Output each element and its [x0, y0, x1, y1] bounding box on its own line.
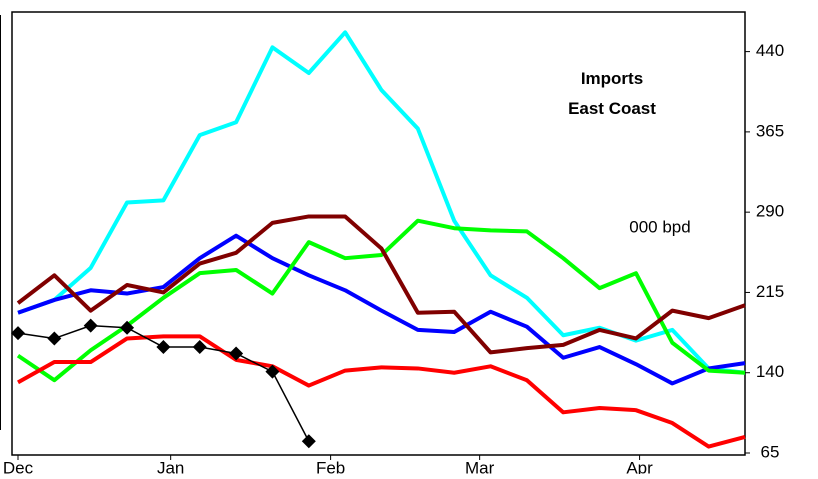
y-tick-label: 290 — [756, 202, 784, 221]
x-tick-label: Feb — [316, 458, 345, 474]
marker — [120, 320, 135, 335]
marker — [11, 326, 25, 341]
y-tick-label: 365 — [756, 121, 784, 140]
x-tick-label: Mar — [465, 458, 495, 474]
series-line — [16, 214, 746, 355]
marker — [156, 340, 171, 355]
marker — [47, 331, 62, 346]
plot-frame — [11, 11, 746, 456]
y-tick-label: 65 — [761, 442, 780, 461]
marker — [265, 364, 280, 379]
y-tick-label: 140 — [756, 362, 784, 381]
y-tick-label: 215 — [756, 282, 784, 301]
marker — [229, 346, 244, 361]
marker — [301, 434, 316, 449]
series-line — [17, 334, 746, 449]
series-line — [16, 218, 746, 383]
marker — [192, 340, 207, 355]
marker — [83, 318, 98, 333]
y-tick-label: 440 — [756, 41, 784, 60]
unit-annotation: 000 bpd — [629, 217, 690, 236]
chart-title: Imports East Coast — [568, 69, 656, 118]
x-tick-label: Jan — [157, 458, 184, 474]
series-line — [17, 233, 746, 386]
x-tick-label: Dec — [3, 458, 34, 474]
x-tick-label: Apr — [626, 458, 653, 474]
